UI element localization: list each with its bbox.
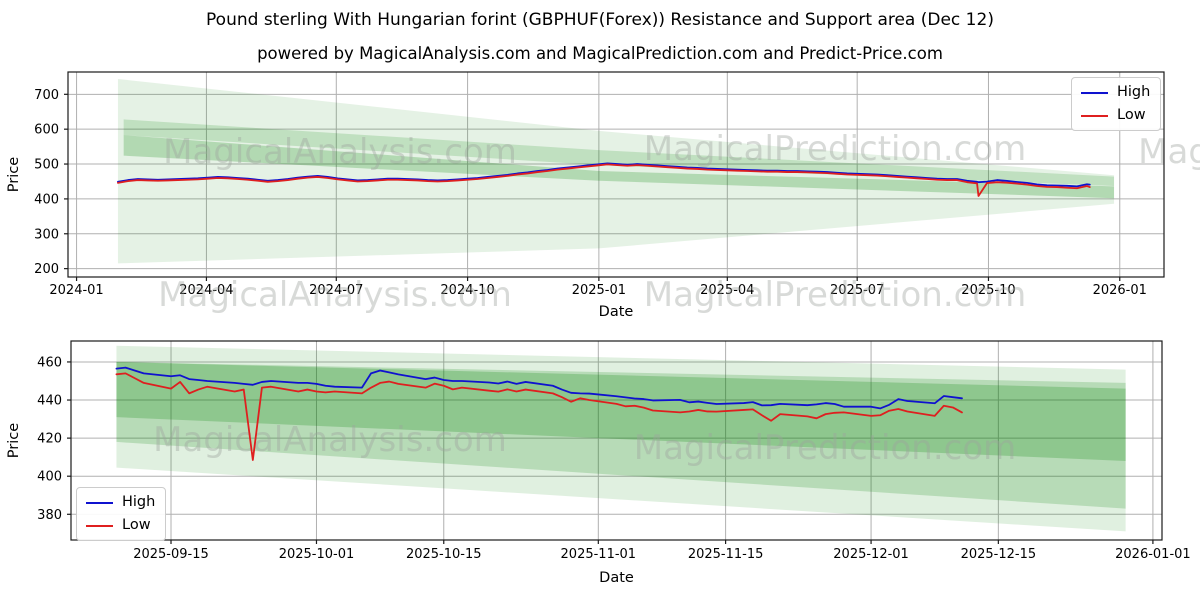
- y-tick-label: 200: [34, 262, 59, 277]
- y-tick-label: 440: [37, 394, 62, 409]
- x-tick-label: 2025-10: [961, 283, 1015, 298]
- x-tick-label: 2026-01-01: [1115, 547, 1191, 562]
- legend-high-label: High: [122, 494, 156, 510]
- high-line: [117, 162, 1091, 188]
- support-resistance-band: [116, 345, 1126, 532]
- support-resistance-band: [116, 361, 1126, 461]
- support-resistance-band: [123, 135, 1115, 199]
- y-tick-label: 700: [34, 88, 59, 103]
- high-line: [115, 366, 963, 410]
- y-axis-label: Price: [6, 423, 22, 458]
- watermark-text: MagicalPrediction.com: [634, 428, 1017, 468]
- x-tick-label: 2025-11-15: [688, 547, 764, 562]
- support-resistance-band: [117, 78, 1115, 264]
- legend-item-high: High: [86, 494, 155, 511]
- y-axis-label: Price: [6, 157, 22, 192]
- plot-border: [67, 71, 1165, 278]
- support-resistance-band: [116, 361, 1126, 509]
- y-tick-label: 500: [34, 158, 59, 173]
- legend-item-low: Low: [86, 517, 155, 534]
- watermark-text: MagicalAnalysis.com: [158, 275, 512, 315]
- x-tick-label: 2025-10-15: [406, 547, 482, 562]
- x-tick-label: 2024-07: [309, 283, 363, 298]
- y-tick-label: 420: [37, 432, 62, 447]
- full-history-chart: MagicalAnalysis.com MagicalPrediction.com…: [6, 71, 1200, 320]
- watermark-text: MagicalAnalysis.com: [153, 420, 507, 460]
- high-line-swatch: [86, 501, 113, 504]
- support-resistance-band: [123, 119, 1115, 187]
- x-tick-label: 2025-11-01: [561, 547, 637, 562]
- watermark-text: MagicalPrediction.com: [644, 275, 1027, 315]
- x-tick-label: 2024-10: [440, 283, 494, 298]
- legend-high-label: High: [1117, 84, 1151, 100]
- y-tick-label: 300: [34, 227, 59, 242]
- x-tick-label: 2024-01: [49, 283, 103, 298]
- y-tick-label: 600: [34, 123, 59, 138]
- watermark-text: MagicalAnalysis.com: [163, 132, 517, 172]
- low-line: [115, 372, 963, 461]
- watermark-text: MagicalPrediction.com: [644, 129, 1027, 169]
- x-tick-label: 2024-04: [179, 283, 233, 298]
- x-tick-label: 2025-09-15: [133, 547, 209, 562]
- y-tick-label: 460: [37, 355, 62, 370]
- legend-item-high: High: [1081, 84, 1150, 101]
- plot-border: [70, 340, 1163, 541]
- x-axis-label: Date: [599, 570, 634, 586]
- y-tick-label: 380: [37, 508, 62, 523]
- x-tick-label: 2025-12-01: [833, 547, 909, 562]
- y-tick-label: 400: [34, 192, 59, 207]
- legend-low-label: Low: [1117, 107, 1146, 123]
- legend-top: High Low: [1071, 77, 1162, 131]
- recent-three-months-chart: MagicalAnalysis.com MagicalPrediction.com…: [6, 340, 1191, 586]
- x-tick-label: 2026-01: [1093, 283, 1147, 298]
- low-line-swatch: [1081, 114, 1108, 117]
- watermark-text: MagicalAnalysis.com: [1138, 132, 1200, 172]
- x-tick-label: 2025-07: [830, 283, 884, 298]
- legend-low-label: Low: [122, 517, 151, 533]
- chart-subtitle: powered by MagicalAnalysis.com and Magic…: [257, 44, 943, 63]
- legend-item-low: Low: [1081, 107, 1150, 124]
- legend-bottom: High Low: [76, 487, 167, 541]
- x-axis-label: Date: [599, 304, 634, 320]
- x-tick-label: 2025-04: [700, 283, 754, 298]
- y-tick-label: 400: [37, 470, 62, 485]
- low-line: [117, 163, 1091, 197]
- high-line-swatch: [1081, 91, 1108, 94]
- x-tick-label: 2025-12-15: [961, 547, 1037, 562]
- chart-title: Pound sterling With Hungarian forint (GB…: [206, 10, 994, 30]
- x-tick-label: 2025-01: [572, 283, 626, 298]
- low-line-swatch: [86, 524, 113, 527]
- x-tick-label: 2025-10-01: [279, 547, 355, 562]
